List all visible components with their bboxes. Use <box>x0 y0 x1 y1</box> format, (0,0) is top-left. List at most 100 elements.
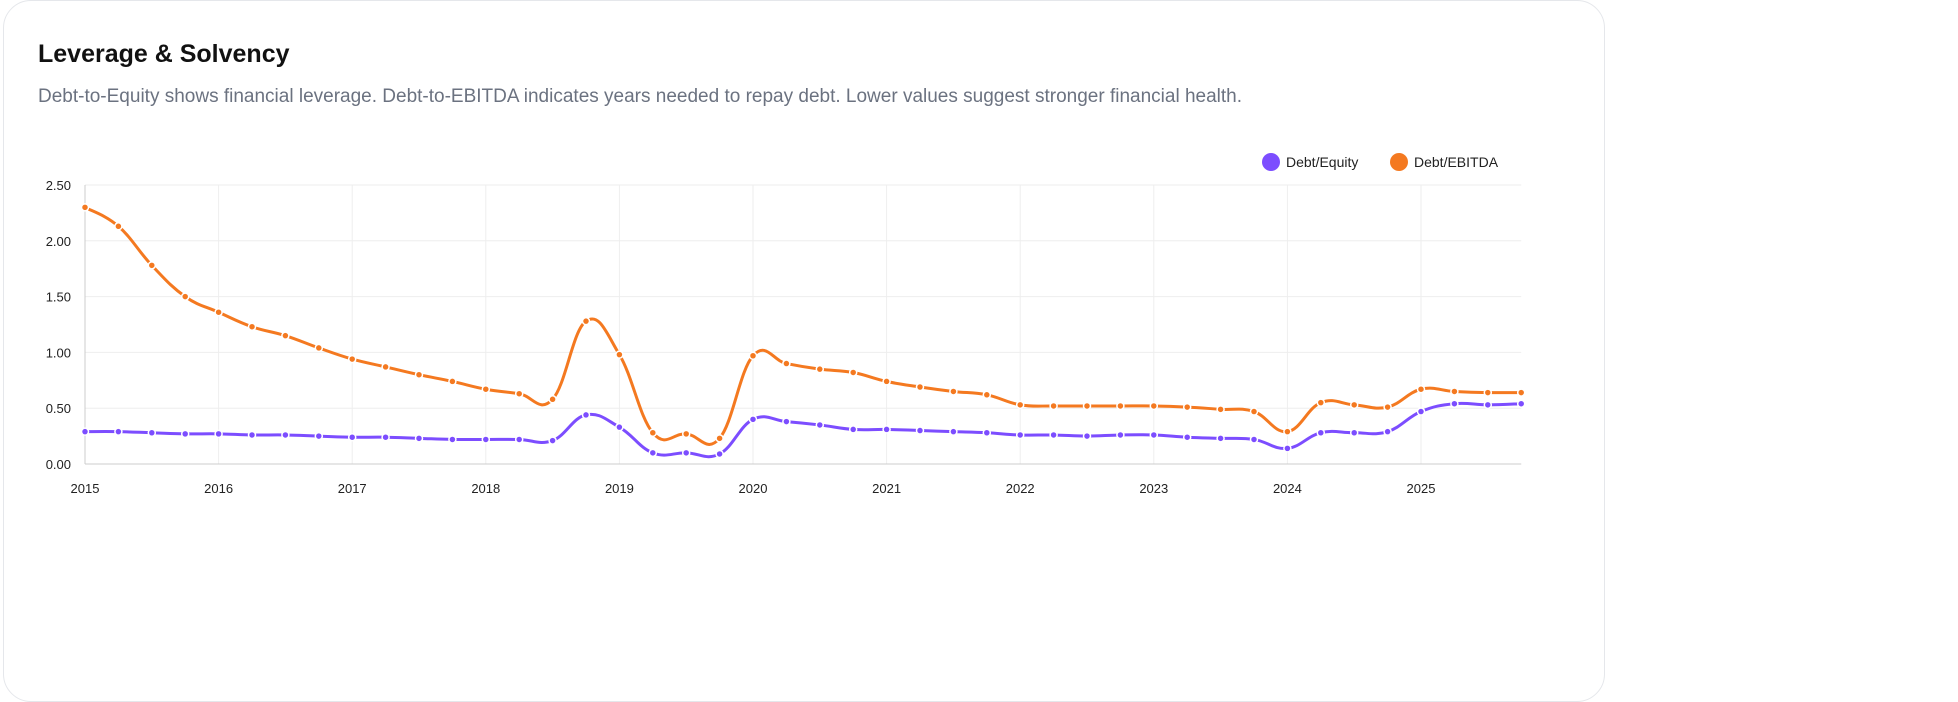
data-point <box>915 382 925 392</box>
series-line-1 <box>84 205 1522 446</box>
data-point <box>715 449 724 459</box>
data-point <box>648 448 658 458</box>
data-point <box>1483 388 1493 397</box>
data-point <box>1082 401 1092 411</box>
legend-label: Debt/Equity <box>1286 154 1358 170</box>
data-point <box>782 359 791 368</box>
x-tick-label: 2024 <box>1273 481 1302 496</box>
data-point <box>581 316 591 326</box>
data-point <box>347 354 357 364</box>
data-point <box>1283 444 1292 453</box>
x-tick-label: 2021 <box>872 481 901 496</box>
data-point <box>314 343 324 353</box>
x-tick-label: 2022 <box>1006 481 1035 496</box>
data-point <box>1015 430 1025 440</box>
data-point <box>281 331 290 340</box>
y-tick-label: 1.00 <box>46 345 71 360</box>
data-point <box>114 222 123 231</box>
data-point <box>915 426 925 435</box>
leverage-card <box>3 0 1605 702</box>
data-point <box>581 410 591 420</box>
data-point <box>180 292 190 301</box>
x-tick-label: 2017 <box>338 481 367 496</box>
data-point <box>1049 430 1058 440</box>
x-tick-label: 2023 <box>1139 481 1168 496</box>
y-tick-label: 1.50 <box>46 290 71 305</box>
legend-swatch <box>1262 153 1280 171</box>
data-point <box>1116 430 1125 440</box>
x-tick-label: 2020 <box>739 481 768 496</box>
data-point <box>214 429 223 439</box>
data-point <box>882 425 891 434</box>
data-point <box>1516 388 1526 397</box>
data-point <box>1383 402 1392 412</box>
data-point <box>281 430 290 440</box>
data-point <box>147 428 157 438</box>
data-point <box>848 425 858 434</box>
data-point <box>80 427 90 436</box>
data-point <box>681 429 691 439</box>
data-point <box>80 203 90 212</box>
y-tick-label: 2.00 <box>46 234 71 249</box>
data-point <box>815 364 825 374</box>
legend-label: Debt/EBITDA <box>1414 154 1499 170</box>
data-point <box>381 432 390 442</box>
card-title: Leverage & Solvency <box>38 40 290 68</box>
x-tick-label: 2025 <box>1407 481 1436 496</box>
data-point <box>1182 432 1192 442</box>
data-point <box>982 390 992 400</box>
y-tick-label: 0.50 <box>46 401 71 416</box>
data-point <box>748 351 758 360</box>
data-point <box>615 422 624 432</box>
data-point <box>1249 435 1259 444</box>
data-point <box>1450 399 1459 408</box>
data-point <box>1450 387 1459 396</box>
y-tick-label: 2.50 <box>46 178 71 193</box>
data-point <box>1516 399 1526 408</box>
data-point <box>1015 400 1025 410</box>
data-point <box>214 307 223 317</box>
data-point <box>448 435 457 444</box>
data-point <box>180 429 190 439</box>
data-point <box>681 448 691 458</box>
data-point <box>481 435 491 444</box>
leverage-chart: 0.00 0.50 1.00 1.50 2.00 2.50 2015 2016 2017 2018… <box>46 153 1526 496</box>
legend-swatch <box>1390 153 1408 171</box>
data-point <box>1483 400 1493 410</box>
data-point <box>1349 428 1359 438</box>
data-point <box>648 428 658 438</box>
data-point <box>1416 407 1426 416</box>
data-point <box>548 395 557 404</box>
data-point <box>715 434 724 443</box>
data-point <box>1216 405 1225 414</box>
data-point <box>848 368 858 377</box>
data-point <box>1349 400 1359 410</box>
data-point <box>347 432 357 442</box>
data-point <box>414 370 424 379</box>
x-tick-label: 2019 <box>605 481 634 496</box>
data-point <box>1283 427 1292 436</box>
data-point <box>782 417 791 426</box>
data-point <box>1216 434 1225 443</box>
data-point <box>1383 427 1392 436</box>
card-subtitle: Debt-to-Equity shows financial leverage.… <box>38 86 1242 107</box>
data-point <box>448 377 457 386</box>
data-point <box>548 436 557 445</box>
data-point <box>1149 401 1159 411</box>
data-point <box>815 420 825 430</box>
x-tick-label: 2018 <box>471 481 500 496</box>
series-line-0 <box>84 401 1522 459</box>
data-point <box>1049 401 1058 411</box>
data-point <box>1149 430 1159 440</box>
data-point <box>481 384 491 394</box>
data-point <box>247 430 257 440</box>
data-point <box>147 261 157 270</box>
data-point <box>1316 398 1326 407</box>
data-point <box>381 362 390 372</box>
data-point <box>748 415 758 424</box>
data-point <box>514 435 524 444</box>
y-tick-label: 0.00 <box>46 457 71 472</box>
data-point <box>314 431 324 441</box>
x-tick-label: 2016 <box>204 481 233 496</box>
data-point <box>1249 407 1259 416</box>
